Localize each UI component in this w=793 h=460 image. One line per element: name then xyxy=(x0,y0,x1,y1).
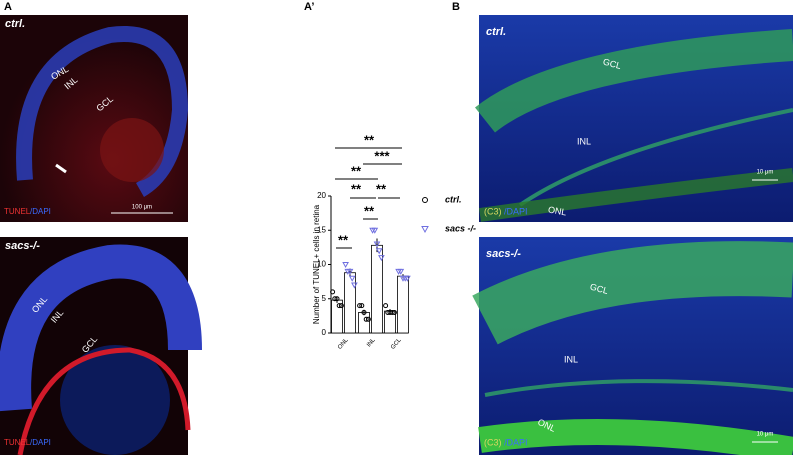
scale-label: 10 μm xyxy=(757,432,774,438)
data-point xyxy=(389,309,395,315)
bar xyxy=(397,275,409,334)
data-point xyxy=(404,275,411,282)
image-a-bottom: sacs-/- ONL INL GCL TUNEL /DAPI xyxy=(0,237,202,456)
image-b-top: ctrl. GCL INL ONL (C3) /DAPI 10 μm xyxy=(475,15,793,222)
data-point xyxy=(336,303,342,309)
bar-chart: 0 5 10 15 20 Number of TUNEL+ cells in retina… xyxy=(312,132,476,350)
stain-label: TUNEL xyxy=(4,207,31,216)
data-point xyxy=(359,303,365,309)
data-point xyxy=(373,241,381,248)
group-label: ctrl. xyxy=(486,26,506,38)
layer-label: ONL xyxy=(547,204,567,217)
y-tick-label: 15 xyxy=(317,225,326,234)
panel-label: B xyxy=(452,1,460,13)
legend-marker xyxy=(422,197,428,203)
layer-label: GCL xyxy=(602,57,622,71)
counterstain-label: /DAPI xyxy=(504,206,528,216)
data-point xyxy=(332,296,338,302)
scale-label: 10 μm xyxy=(757,170,774,176)
counterstain-label: /DAPI xyxy=(30,438,51,447)
stain-label: (C3) xyxy=(484,437,502,447)
x-tick-label: ONL xyxy=(337,337,350,351)
x-tick-label: INL xyxy=(366,337,377,349)
data-point xyxy=(351,282,358,289)
layer-label: INL xyxy=(577,136,591,146)
image-b-bottom: sacs-/- GCL INL ONL (C3) /DAPI 10 μm xyxy=(472,237,793,460)
significance-label: ** xyxy=(351,181,362,196)
stain-label: (C3) xyxy=(484,206,502,216)
group-label: ctrl. xyxy=(5,18,25,30)
counterstain-label: /DAPI xyxy=(30,207,51,216)
y-tick-label: 0 xyxy=(322,328,327,337)
data-point xyxy=(357,303,363,309)
data-point xyxy=(375,248,383,255)
counterstain-label: /DAPI xyxy=(504,437,528,447)
legend-label: sacs -/- xyxy=(445,223,476,233)
data-point xyxy=(348,275,356,282)
image-a-top: ctrl. ONL INL GCL TUNEL /DAPI 100 μm xyxy=(0,15,235,222)
data-point xyxy=(346,268,354,275)
group-label: sacs-/- xyxy=(5,240,40,252)
y-axis-label: Number of TUNEL+ cells in retina xyxy=(312,204,321,324)
data-point xyxy=(342,262,349,269)
significance-label: ** xyxy=(351,163,362,178)
significance-label: *** xyxy=(374,148,390,163)
data-point xyxy=(378,255,385,262)
panel-label: A xyxy=(4,1,12,13)
significance-label: ** xyxy=(338,232,349,247)
scale-label: 100 μm xyxy=(132,205,152,211)
bar xyxy=(358,312,370,334)
y-tick-label: 20 xyxy=(317,191,326,200)
stain-label: TUNEL xyxy=(4,438,31,447)
data-point xyxy=(334,296,340,302)
data-point xyxy=(397,268,405,275)
data-point xyxy=(365,316,371,322)
x-tick-label: GCL xyxy=(390,337,403,351)
data-point xyxy=(330,289,336,295)
significance-label: ** xyxy=(364,132,375,147)
significance-label: ** xyxy=(364,203,375,218)
layer-label: INL xyxy=(564,354,578,364)
legend-label: ctrl. xyxy=(445,194,462,204)
data-point xyxy=(371,227,379,234)
data-point xyxy=(363,316,369,322)
bar xyxy=(344,272,356,334)
group-label: sacs-/- xyxy=(486,248,521,260)
y-tick-label: 5 xyxy=(322,294,327,303)
significance-label: ** xyxy=(376,181,387,196)
data-point xyxy=(338,303,344,309)
data-point xyxy=(361,309,367,315)
layer-label: GCL xyxy=(589,282,609,296)
data-point xyxy=(383,303,389,309)
y-tick-label: 10 xyxy=(317,260,326,269)
legend-marker xyxy=(421,226,429,234)
panel-label: A’ xyxy=(304,1,314,13)
data-point xyxy=(391,309,397,315)
